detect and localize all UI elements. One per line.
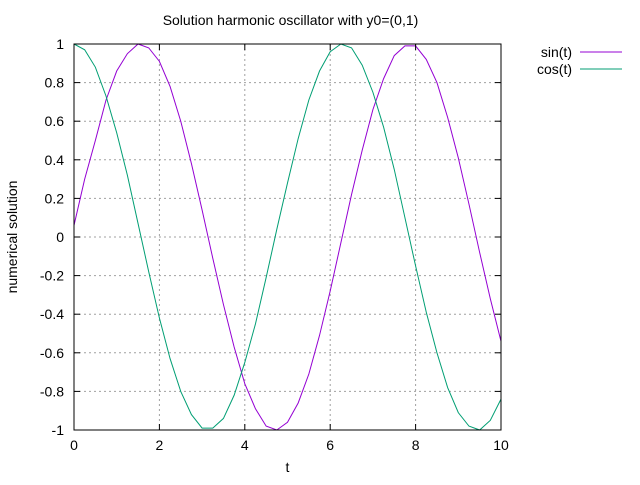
y-tick-label: 0.6 [45,113,65,129]
y-tick-label: 0.2 [45,190,65,206]
x-tick-label: 10 [493,437,509,453]
y-tick-label: 0 [56,229,64,245]
legend: sin(t)cos(t) [537,44,622,77]
legend-label: cos(t) [537,61,572,77]
x-tick-label: 2 [156,437,164,453]
grid-layer [74,44,501,430]
y-tick-label: 0.8 [45,75,65,91]
y-tick-label: 0.4 [45,152,65,168]
x-tick-label: 6 [326,437,334,453]
x-tick-label: 4 [241,437,249,453]
tick-layer: 0 2 4 6 8 10 1 0.8 0.6 0.4 0.2 0 -0.2 -0.4 -0.6 -0.8 -1 [40,36,509,453]
y-axis-title: numerical solution [4,181,20,294]
series-layer [73,43,502,431]
x-tick-label: 8 [412,437,420,453]
x-tick-label: 0 [70,437,78,453]
legend-label: sin(t) [541,44,572,60]
series-line-sint [73,43,502,431]
chart-title: Solution harmonic oscillator with y0=(0,… [163,12,419,28]
y-tick-label: -0.6 [40,345,64,361]
y-tick-label: -0.4 [40,306,64,322]
y-tick-label: -1 [52,422,65,438]
series-line-cost [73,43,502,431]
y-tick-label: 1 [56,36,64,52]
y-tick-label: -0.2 [40,268,64,284]
plot-frame [73,43,502,431]
x-axis-title: t [286,459,290,475]
y-tick-label: -0.8 [40,383,64,399]
